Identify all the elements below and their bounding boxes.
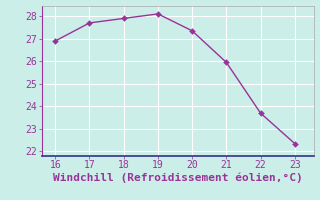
- X-axis label: Windchill (Refroidissement éolien,°C): Windchill (Refroidissement éolien,°C): [53, 173, 302, 183]
